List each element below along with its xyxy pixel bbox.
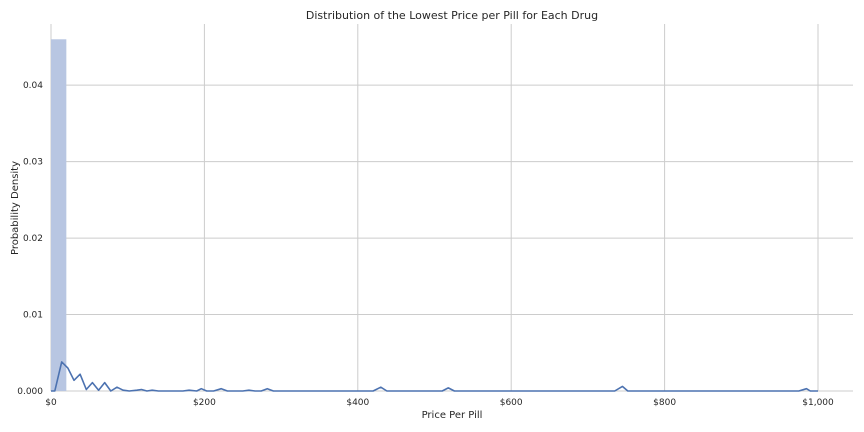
tick-layer: $0 $200 $400 $600 $800 $1,000 0.000 0.01 0.02 0.0…: [17, 81, 834, 408]
x-tick-label: $800: [653, 398, 676, 408]
y-tick-label: 0.04: [23, 81, 43, 91]
x-tick-label: $400: [346, 398, 369, 408]
density-curve: [51, 361, 818, 392]
density-curve-layer: [51, 361, 818, 392]
x-tick-label: $0: [45, 398, 57, 408]
grid-layer: [50, 24, 853, 392]
x-tick-label: $1,000: [802, 398, 834, 408]
y-tick-label: 0.03: [23, 158, 43, 168]
x-axis-label: Price Per Pill: [422, 410, 483, 421]
histogram-layer: [51, 39, 67, 392]
y-tick-label: 0.000: [17, 387, 43, 397]
histogram-bar: [51, 39, 67, 392]
chart-title: Distribution of the Lowest Price per Pil…: [306, 9, 598, 22]
y-tick-label: 0.02: [23, 234, 43, 244]
x-tick-label: $200: [193, 398, 216, 408]
x-tick-label: $600: [500, 398, 523, 408]
y-tick-label: 0.01: [23, 311, 43, 321]
y-axis-label: Probability Density: [10, 161, 21, 255]
